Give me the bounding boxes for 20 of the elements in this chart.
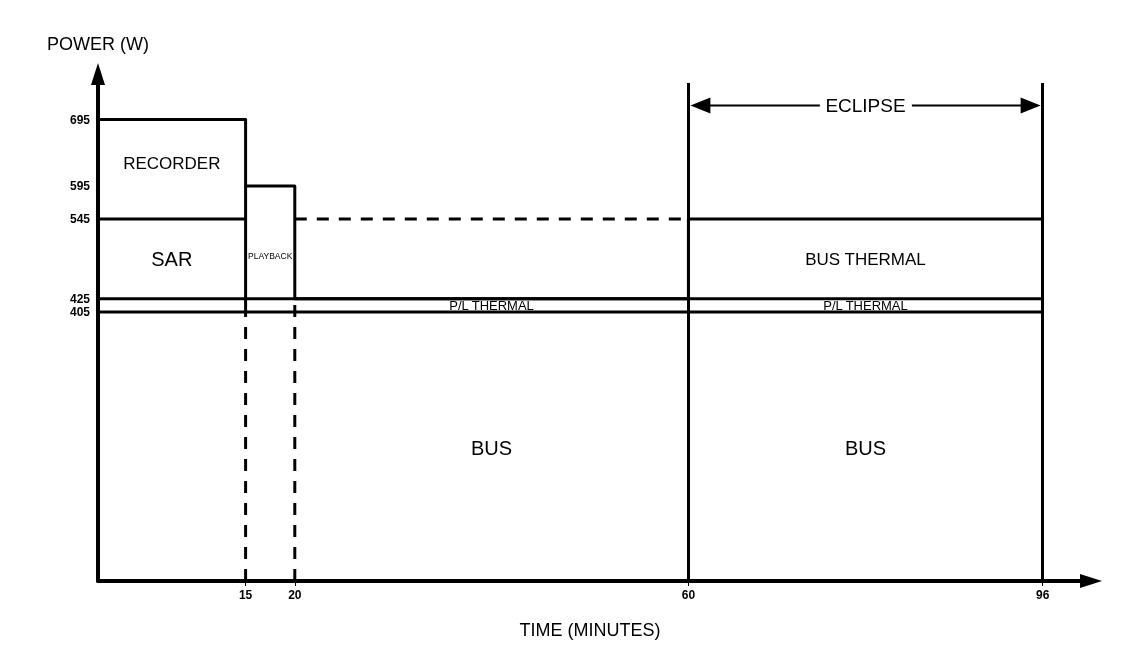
x-tick-label: 96 [1035,588,1050,602]
annotation: BUS THERMAL [805,249,926,269]
y-tick-label: 405 [69,305,91,320]
annotation: RECORDER [123,153,221,173]
y-tick-label: 545 [69,212,91,227]
y-tick-label: 425 [69,291,91,306]
y-axis-title: POWER (W) [47,34,149,54]
y-tick-label: 595 [69,178,91,193]
annotation: P/L THERMAL [449,297,534,313]
annotation: SAR [151,247,193,270]
x-tick-label: 60 [681,588,696,602]
annotation: BUS [471,437,513,460]
annotation: BUS [844,437,887,460]
annotation: PLAYBACK [248,250,293,261]
x-axis-title: TIME (MINUTES) [519,620,661,640]
y-tick-label: 695 [69,112,91,127]
annotation: ECLIPSE [819,94,912,116]
x-tick-label: 20 [288,588,302,602]
x-tick-label: 15 [238,588,253,602]
annotation: P/L THERMAL [823,297,908,313]
